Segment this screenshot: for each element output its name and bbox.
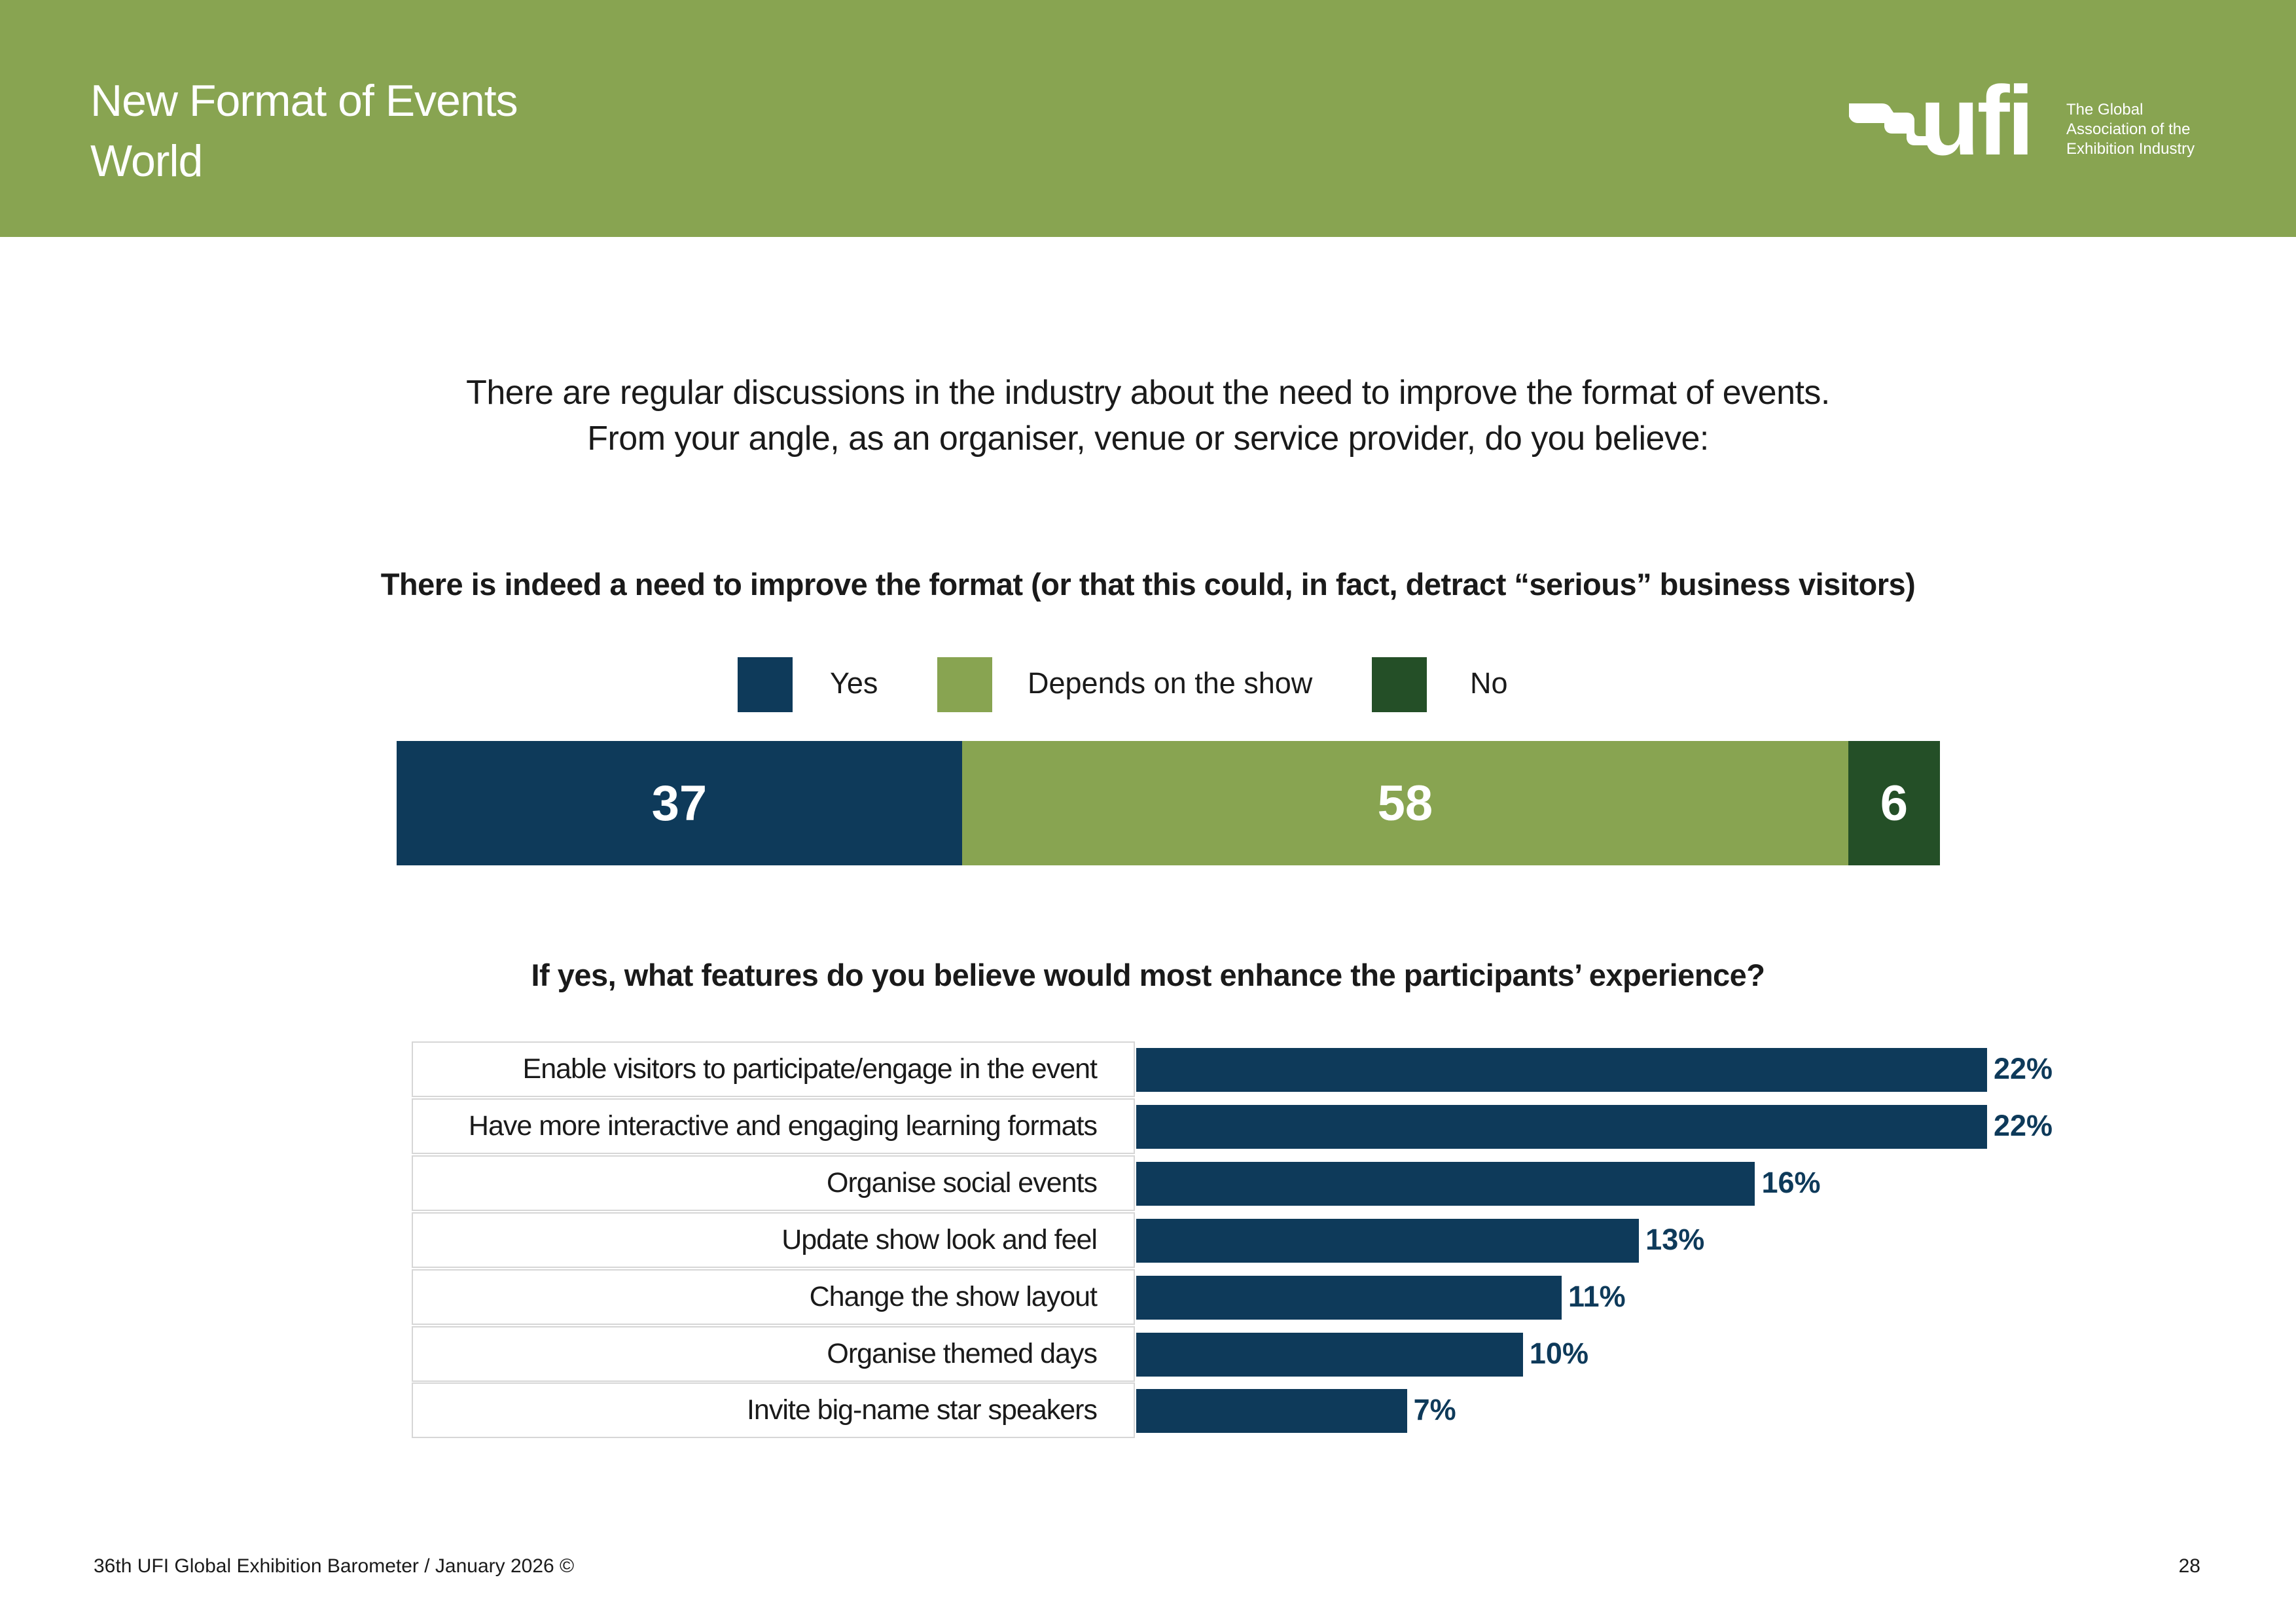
- title-line-2: World: [90, 136, 203, 186]
- bar-value-label: 13%: [1645, 1222, 1705, 1256]
- legend-swatch-yes: [738, 657, 793, 712]
- bar-value-label: 22%: [1994, 1108, 2053, 1142]
- logo-wordmark: ufi: [1920, 77, 2032, 162]
- bar: [1136, 1104, 1987, 1149]
- bar: [1136, 1332, 1523, 1377]
- bar-value-label: 11%: [1568, 1279, 1626, 1313]
- bar: [1136, 1275, 1562, 1320]
- legend-label-no: No: [1470, 666, 1508, 700]
- question-line-1: There are regular discussions in the ind…: [466, 374, 1830, 412]
- bar: [1136, 1161, 1755, 1206]
- stack-segment-no: 6: [1848, 741, 1940, 865]
- title-line-1: New Format of Events: [90, 76, 518, 126]
- bar-value-label: 7%: [1413, 1393, 1456, 1427]
- footer-source: 36th UFI Global Exhibition Barometer / J…: [94, 1555, 575, 1577]
- bar: [1136, 1218, 1640, 1263]
- slide-title: New Format of Events World: [90, 71, 518, 191]
- stack-segment-yes: 37: [397, 741, 962, 865]
- category-label: Organise themed days: [412, 1326, 1135, 1382]
- page-number: 28: [2178, 1555, 2200, 1577]
- segment-value-label: 37: [651, 775, 708, 831]
- segment-value-label: 6: [1880, 775, 1909, 831]
- bar-value-label: 16%: [1761, 1165, 1821, 1199]
- legend-label-depends: Depends on the show: [1028, 666, 1313, 700]
- bar: [1136, 1389, 1407, 1434]
- category-label: Update show look and feel: [412, 1212, 1135, 1268]
- category-label: Enable visitors to participate/engage in…: [412, 1041, 1135, 1097]
- header-banner: New Format of Events World ufi The Globa…: [0, 0, 2296, 237]
- category-label: Invite big-name star speakers: [412, 1382, 1135, 1439]
- logo-tagline: The Global Association of the Exhibition…: [2066, 101, 2195, 158]
- bar-value-label: 10%: [1529, 1336, 1588, 1370]
- bar-value-label: 22%: [1994, 1052, 2053, 1085]
- survey-question: There are regular discussions in the ind…: [0, 370, 2296, 461]
- question-line-2: From your angle, as an organiser, venue …: [587, 420, 1709, 458]
- category-label: Change the show layout: [412, 1269, 1135, 1325]
- segment-value-label: 58: [1377, 775, 1433, 831]
- ufi-logo: ufi: [1849, 77, 2034, 162]
- legend-label-yes: Yes: [830, 666, 878, 700]
- bar: [1136, 1048, 1987, 1092]
- legend-swatch-no: [1372, 657, 1427, 712]
- chart2-title: If yes, what features do you believe wou…: [531, 958, 1765, 992]
- stack-segment-depends-on-the-show: 58: [961, 741, 1848, 865]
- category-label: Organise social events: [412, 1155, 1135, 1211]
- chart1-title: There is indeed a need to improve the fo…: [380, 567, 1916, 602]
- legend-swatch-depends: [937, 657, 992, 712]
- category-label: Have more interactive and engaging learn…: [412, 1098, 1135, 1154]
